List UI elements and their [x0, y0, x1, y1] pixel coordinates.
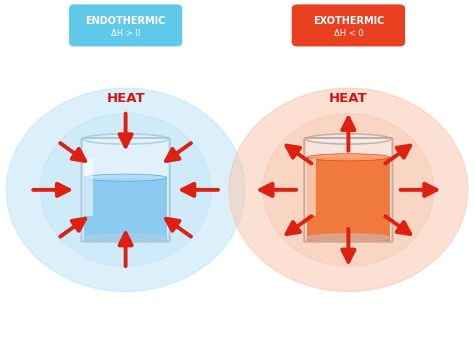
FancyBboxPatch shape	[304, 138, 392, 242]
Ellipse shape	[6, 88, 245, 292]
FancyBboxPatch shape	[292, 4, 405, 46]
Ellipse shape	[308, 234, 389, 241]
Ellipse shape	[307, 154, 390, 161]
Ellipse shape	[306, 234, 391, 242]
Text: HEAT: HEAT	[106, 92, 145, 105]
Text: ENDOTHERMIC: ENDOTHERMIC	[85, 16, 166, 26]
FancyBboxPatch shape	[82, 138, 170, 242]
Ellipse shape	[306, 134, 391, 144]
Bar	[84, 178, 167, 241]
FancyBboxPatch shape	[69, 4, 182, 46]
Ellipse shape	[83, 134, 168, 144]
Ellipse shape	[84, 174, 167, 181]
Ellipse shape	[85, 234, 166, 241]
Text: EXOTHERMIC: EXOTHERMIC	[313, 16, 384, 26]
Ellipse shape	[40, 114, 211, 266]
Ellipse shape	[229, 88, 468, 292]
Text: ΔH < 0: ΔH < 0	[334, 29, 363, 38]
FancyBboxPatch shape	[84, 159, 93, 216]
Text: ΔH > 0: ΔH > 0	[111, 29, 140, 38]
Ellipse shape	[83, 234, 168, 242]
Ellipse shape	[263, 114, 434, 266]
Bar	[307, 157, 390, 241]
FancyBboxPatch shape	[307, 159, 316, 216]
Text: HEAT: HEAT	[329, 92, 368, 105]
